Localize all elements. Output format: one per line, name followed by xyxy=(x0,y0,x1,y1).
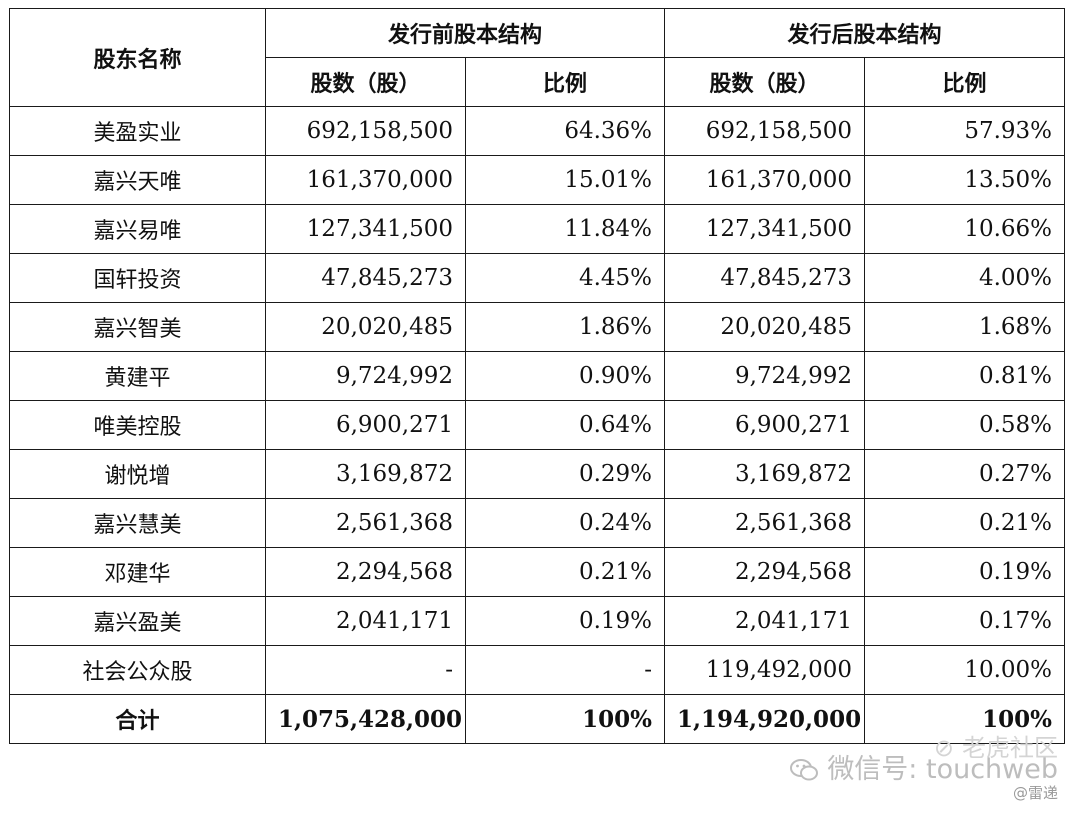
after-ratio: 57.93% xyxy=(864,106,1066,156)
before-shares: 2,294,568 xyxy=(265,547,466,597)
after-ratio: 0.19% xyxy=(864,547,1066,597)
watermark-wechat-id: 微信号: touchweb xyxy=(827,754,1058,786)
after-ratio: 1.68% xyxy=(864,302,1066,352)
before-ratio: 1.86% xyxy=(464,302,666,352)
after-ratio: 0.58% xyxy=(864,400,1066,450)
total-after-ratio: 100% xyxy=(864,694,1066,744)
before-ratio: 0.19% xyxy=(464,596,666,646)
shareholder-name: 邓建华 xyxy=(9,547,266,597)
before-ratio: 0.90% xyxy=(464,351,666,401)
after-ratio: 0.21% xyxy=(864,498,1066,548)
before-shares: 2,561,368 xyxy=(265,498,466,548)
before-ratio: - xyxy=(464,645,666,695)
after-shares: 2,041,171 xyxy=(664,596,866,646)
before-shares: 2,041,171 xyxy=(265,596,466,646)
after-ratio: 4.00% xyxy=(864,253,1066,303)
header-after-ratio: 比例 xyxy=(864,57,1066,107)
header-shareholder-name: 股东名称 xyxy=(9,8,266,107)
header-before-ratio: 比例 xyxy=(464,57,666,107)
watermark-wechat: 微信号: touchweb xyxy=(789,755,1058,785)
after-shares: 692,158,500 xyxy=(664,106,866,156)
after-ratio: 13.50% xyxy=(864,155,1066,205)
shareholder-name: 嘉兴天唯 xyxy=(9,155,266,205)
table-row: 嘉兴智美 20,020,485 1.86% 20,020,485 1.68% xyxy=(9,302,1066,352)
table-row: 美盈实业 692,158,500 64.36% 692,158,500 57.9… xyxy=(9,106,1066,156)
table-row: 嘉兴慧美 2,561,368 0.24% 2,561,368 0.21% xyxy=(9,498,1066,548)
table-row: 社会公众股 - - 119,492,000 10.00% xyxy=(9,645,1066,695)
watermark: ⊘ 老虎社区 微信号: touchweb @雷递 xyxy=(789,735,1058,802)
shareholder-name: 谢悦增 xyxy=(9,449,266,499)
before-ratio: 0.29% xyxy=(464,449,666,499)
shareholder-name: 社会公众股 xyxy=(9,645,266,695)
after-ratio: 10.66% xyxy=(864,204,1066,254)
before-shares: 3,169,872 xyxy=(265,449,466,499)
total-before-ratio: 100% xyxy=(464,694,666,744)
header-before-shares: 股数（股） xyxy=(265,57,466,107)
header-after-issuance: 发行后股本结构 xyxy=(664,8,1066,58)
before-ratio: 15.01% xyxy=(464,155,666,205)
total-row: 合计 1,075,428,000 100% 1,194,920,000 100% xyxy=(9,694,1066,744)
before-shares: 47,845,273 xyxy=(265,253,466,303)
after-ratio: 10.00% xyxy=(864,645,1066,695)
total-after-shares: 1,194,920,000 xyxy=(664,694,866,744)
before-ratio: 0.64% xyxy=(464,400,666,450)
total-before-shares: 1,075,428,000 xyxy=(265,694,466,744)
before-ratio: 4.45% xyxy=(464,253,666,303)
table-row: 唯美控股 6,900,271 0.64% 6,900,271 0.58% xyxy=(9,400,1066,450)
shareholding-table: 股东名称 发行前股本结构 发行后股本结构 股数（股） 比例 股数（股） 比例 美… xyxy=(9,8,1066,744)
after-ratio: 0.81% xyxy=(864,351,1066,401)
before-ratio: 64.36% xyxy=(464,106,666,156)
after-shares: 47,845,273 xyxy=(664,253,866,303)
after-ratio: 0.27% xyxy=(864,449,1066,499)
before-shares: 692,158,500 xyxy=(265,106,466,156)
before-ratio: 0.21% xyxy=(464,547,666,597)
after-shares: 20,020,485 xyxy=(664,302,866,352)
table-body: 美盈实业 692,158,500 64.36% 692,158,500 57.9… xyxy=(9,106,1066,744)
shareholder-name: 嘉兴智美 xyxy=(9,302,266,352)
watermark-credit: @雷递 xyxy=(1012,784,1058,803)
table-row: 黄建平 9,724,992 0.90% 9,724,992 0.81% xyxy=(9,351,1066,401)
shareholder-name: 嘉兴易唯 xyxy=(9,204,266,254)
header-before-issuance: 发行前股本结构 xyxy=(264,8,666,58)
header-after-shares: 股数（股） xyxy=(664,57,866,107)
table-row: 国轩投资 47,845,273 4.45% 47,845,273 4.00% xyxy=(9,253,1066,303)
table-row: 嘉兴易唯 127,341,500 11.84% 127,341,500 10.6… xyxy=(9,204,1066,254)
shareholder-name: 嘉兴盈美 xyxy=(9,596,266,646)
after-shares: 161,370,000 xyxy=(664,155,866,205)
after-shares: 119,492,000 xyxy=(664,645,866,695)
table-row: 邓建华 2,294,568 0.21% 2,294,568 0.19% xyxy=(9,547,1066,597)
shareholder-name: 黄建平 xyxy=(9,351,266,401)
before-shares: - xyxy=(265,645,466,695)
before-shares: 127,341,500 xyxy=(265,204,466,254)
header-row-group: 股东名称 发行前股本结构 发行后股本结构 xyxy=(9,8,1066,107)
table-row: 嘉兴天唯 161,370,000 15.01% 161,370,000 13.5… xyxy=(9,155,1066,205)
after-shares: 6,900,271 xyxy=(664,400,866,450)
before-shares: 9,724,992 xyxy=(265,351,466,401)
total-label: 合计 xyxy=(9,694,266,744)
shareholder-name: 国轩投资 xyxy=(9,253,266,303)
before-ratio: 0.24% xyxy=(464,498,666,548)
after-shares: 2,561,368 xyxy=(664,498,866,548)
shareholder-name: 美盈实业 xyxy=(9,106,266,156)
after-shares: 2,294,568 xyxy=(664,547,866,597)
shareholder-name: 唯美控股 xyxy=(9,400,266,450)
before-ratio: 11.84% xyxy=(464,204,666,254)
after-shares: 127,341,500 xyxy=(664,204,866,254)
before-shares: 20,020,485 xyxy=(265,302,466,352)
before-shares: 6,900,271 xyxy=(265,400,466,450)
table-row: 谢悦增 3,169,872 0.29% 3,169,872 0.27% xyxy=(9,449,1066,499)
after-shares: 3,169,872 xyxy=(664,449,866,499)
table-row: 嘉兴盈美 2,041,171 0.19% 2,041,171 0.17% xyxy=(9,596,1066,646)
before-shares: 161,370,000 xyxy=(265,155,466,205)
wechat-icon xyxy=(790,759,819,781)
after-shares: 9,724,992 xyxy=(664,351,866,401)
after-ratio: 0.17% xyxy=(864,596,1066,646)
shareholder-name: 嘉兴慧美 xyxy=(9,498,266,548)
